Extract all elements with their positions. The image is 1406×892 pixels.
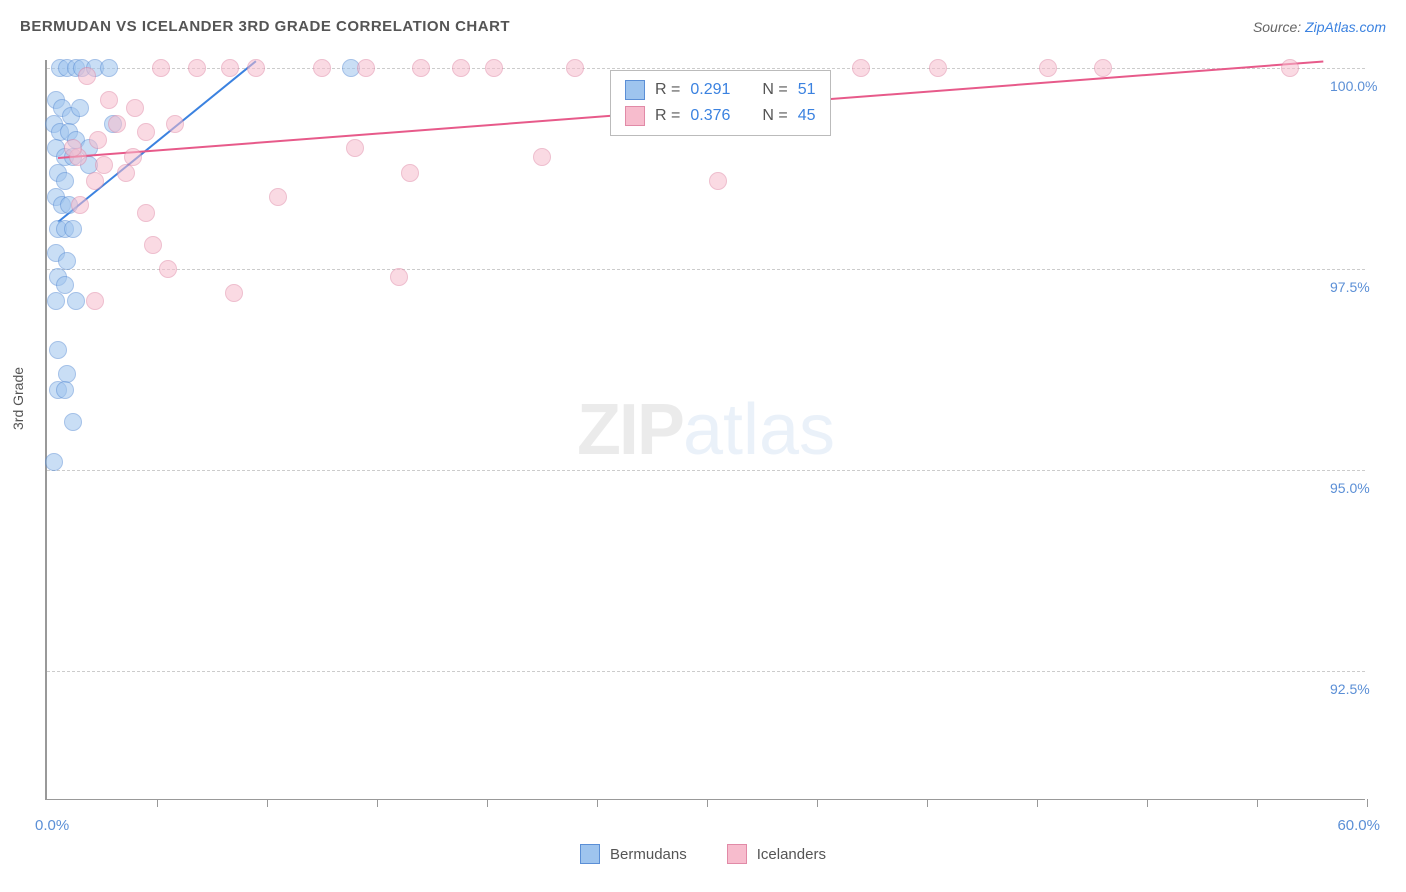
data-point: [225, 284, 243, 302]
data-point: [56, 276, 74, 294]
legend-item-icelanders: Icelanders: [727, 844, 826, 864]
data-point: [852, 59, 870, 77]
x-tick: [1257, 799, 1258, 807]
n-value: 45: [798, 107, 816, 125]
gridline: [47, 470, 1365, 471]
x-axis-max-label: 60.0%: [1337, 817, 1380, 834]
x-tick: [157, 799, 158, 807]
data-point: [71, 196, 89, 214]
data-point: [1094, 59, 1112, 77]
x-tick: [267, 799, 268, 807]
x-tick: [1037, 799, 1038, 807]
data-point: [126, 99, 144, 117]
y-tick-label: 97.5%: [1330, 279, 1400, 295]
data-point: [166, 115, 184, 133]
y-tick-label: 100.0%: [1330, 78, 1400, 94]
x-tick: [1367, 799, 1368, 807]
data-point: [152, 59, 170, 77]
source-label: Source:: [1253, 19, 1305, 35]
stats-legend-row: R = 0.376 N = 45: [625, 103, 816, 129]
legend-item-bermudans: Bermudans: [580, 844, 687, 864]
data-point: [188, 59, 206, 77]
chart-title: BERMUDAN VS ICELANDER 3RD GRADE CORRELAT…: [20, 18, 510, 35]
x-tick: [377, 799, 378, 807]
data-point: [412, 59, 430, 77]
data-point: [86, 292, 104, 310]
data-point: [247, 59, 265, 77]
data-point: [58, 365, 76, 383]
data-point: [108, 115, 126, 133]
gridline: [47, 269, 1365, 270]
data-point: [45, 453, 63, 471]
data-point: [64, 220, 82, 238]
swatch-icon: [580, 844, 600, 864]
swatch-icon: [625, 106, 645, 126]
y-tick-label: 92.5%: [1330, 681, 1400, 697]
data-point: [67, 292, 85, 310]
data-point: [390, 268, 408, 286]
data-point: [313, 59, 331, 77]
x-tick: [927, 799, 928, 807]
swatch-icon: [625, 80, 645, 100]
legend-label: Bermudans: [610, 846, 687, 863]
series-legend: Bermudans Icelanders: [0, 844, 1406, 864]
data-point: [346, 139, 364, 157]
watermark: ZIPatlas: [577, 389, 835, 471]
data-point: [357, 59, 375, 77]
data-point: [1281, 59, 1299, 77]
data-point: [56, 381, 74, 399]
data-point: [485, 59, 503, 77]
n-value: 51: [798, 81, 816, 99]
gridline: [47, 671, 1365, 672]
x-tick: [1147, 799, 1148, 807]
x-tick: [597, 799, 598, 807]
data-point: [100, 91, 118, 109]
r-label: R =: [655, 107, 680, 125]
data-point: [71, 99, 89, 117]
data-point: [47, 292, 65, 310]
swatch-icon: [727, 844, 747, 864]
r-value: 0.376: [690, 107, 730, 125]
stats-legend-row: R = 0.291 N = 51: [625, 77, 816, 103]
data-point: [100, 59, 118, 77]
data-point: [49, 341, 67, 359]
data-point: [64, 139, 82, 157]
source-link[interactable]: ZipAtlas.com: [1305, 19, 1386, 35]
source-attribution: Source: ZipAtlas.com: [1253, 19, 1386, 35]
stats-legend-box: R = 0.291 N = 51 R = 0.376 N = 45: [610, 70, 831, 136]
data-point: [269, 188, 287, 206]
data-point: [117, 164, 135, 182]
x-tick: [487, 799, 488, 807]
data-point: [137, 204, 155, 222]
r-label: R =: [655, 81, 680, 99]
data-point: [533, 148, 551, 166]
data-point: [86, 172, 104, 190]
x-axis-min-label: 0.0%: [35, 817, 69, 834]
data-point: [401, 164, 419, 182]
data-point: [144, 236, 162, 254]
data-point: [137, 123, 155, 141]
data-point: [929, 59, 947, 77]
data-point: [89, 131, 107, 149]
data-point: [452, 59, 470, 77]
x-tick: [707, 799, 708, 807]
data-point: [709, 172, 727, 190]
data-point: [1039, 59, 1057, 77]
data-point: [159, 260, 177, 278]
data-point: [64, 413, 82, 431]
data-point: [56, 172, 74, 190]
legend-label: Icelanders: [757, 846, 826, 863]
n-label: N =: [762, 107, 787, 125]
data-point: [95, 156, 113, 174]
scatter-plot-area: ZIPatlas 0.0% 60.0% 92.5%95.0%97.5%100.0…: [45, 60, 1365, 800]
x-tick: [817, 799, 818, 807]
y-axis-label: 3rd Grade: [10, 367, 26, 430]
n-label: N =: [762, 81, 787, 99]
r-value: 0.291: [690, 81, 730, 99]
data-point: [78, 67, 96, 85]
y-tick-label: 95.0%: [1330, 480, 1400, 496]
data-point: [221, 59, 239, 77]
data-point: [566, 59, 584, 77]
data-point: [58, 252, 76, 270]
